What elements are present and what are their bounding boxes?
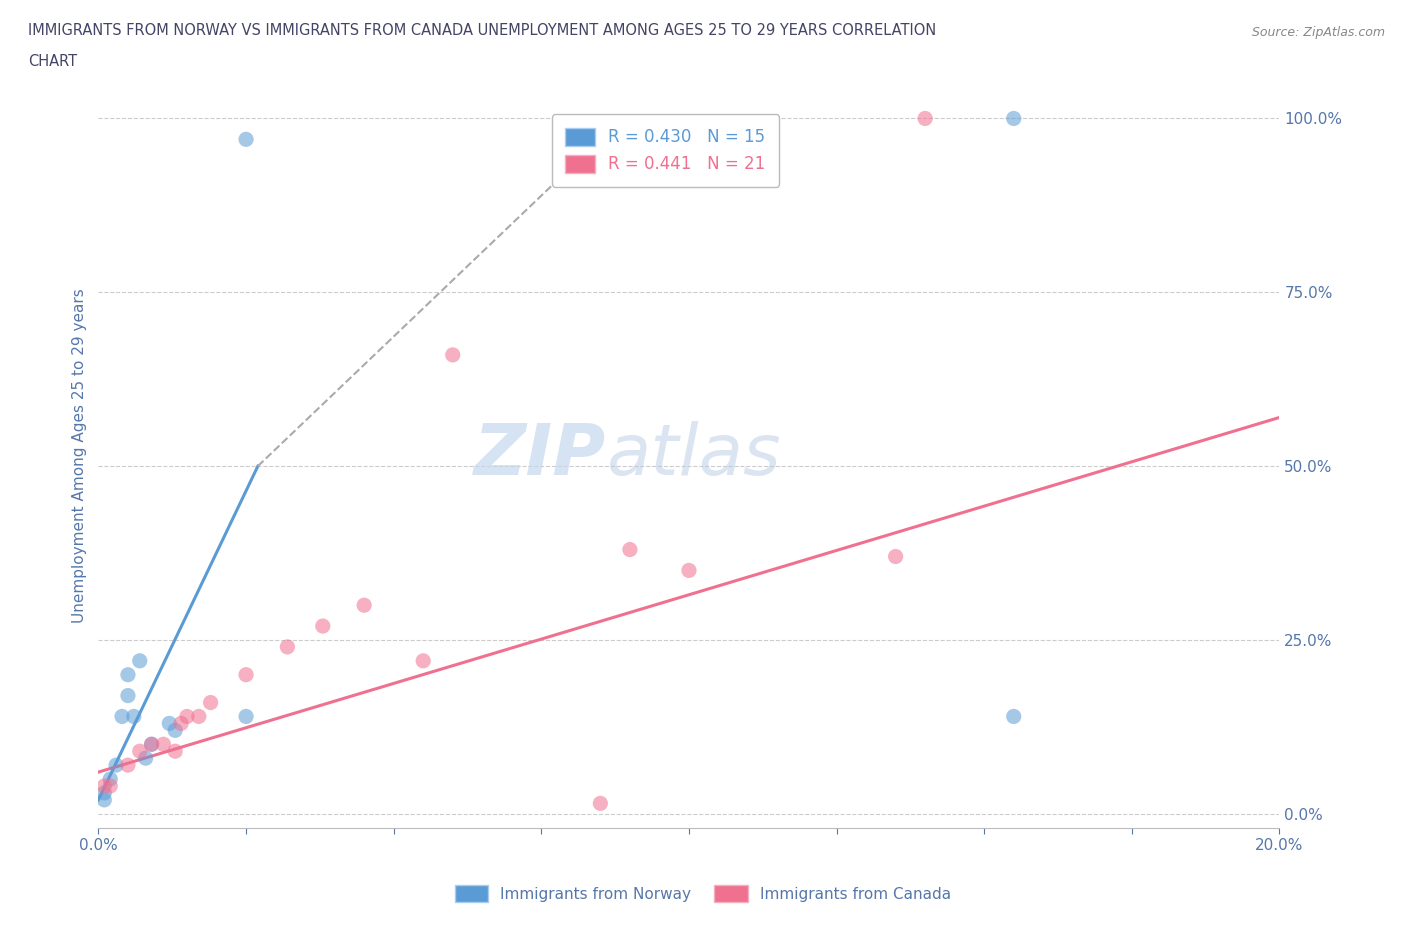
- Point: [152, 737, 174, 751]
- Point: [111, 709, 134, 724]
- Point: [200, 695, 222, 710]
- Point: [117, 758, 139, 773]
- Point: [165, 723, 187, 737]
- Point: [122, 709, 145, 724]
- Point: [117, 668, 139, 683]
- Point: [1002, 111, 1025, 126]
- Text: IMMIGRANTS FROM NORWAY VS IMMIGRANTS FROM CANADA UNEMPLOYMENT AMONG AGES 25 TO 2: IMMIGRANTS FROM NORWAY VS IMMIGRANTS FRO…: [28, 23, 936, 38]
- Point: [157, 716, 180, 731]
- Point: [176, 709, 198, 724]
- Legend: Immigrants from Norway, Immigrants from Canada: Immigrants from Norway, Immigrants from …: [449, 879, 957, 909]
- Point: [276, 640, 298, 655]
- Point: [353, 598, 375, 613]
- Y-axis label: Unemployment Among Ages 25 to 29 years: Unemployment Among Ages 25 to 29 years: [72, 288, 87, 623]
- Point: [914, 111, 936, 126]
- Text: Source: ZipAtlas.com: Source: ZipAtlas.com: [1251, 26, 1385, 39]
- Text: ZIP: ZIP: [474, 421, 606, 490]
- Point: [128, 744, 150, 759]
- Point: [619, 542, 641, 557]
- Point: [441, 348, 464, 363]
- Point: [589, 796, 612, 811]
- Point: [98, 772, 121, 787]
- Point: [105, 758, 128, 773]
- Point: [235, 709, 257, 724]
- Point: [93, 778, 115, 793]
- Point: [170, 716, 193, 731]
- Point: [412, 654, 434, 669]
- Point: [235, 132, 257, 147]
- Point: [117, 688, 139, 703]
- Point: [187, 709, 209, 724]
- Point: [165, 744, 187, 759]
- Point: [141, 737, 163, 751]
- Point: [678, 563, 700, 578]
- Text: CHART: CHART: [28, 54, 77, 69]
- Point: [235, 668, 257, 683]
- Point: [312, 618, 335, 633]
- Point: [93, 786, 115, 801]
- Point: [93, 792, 115, 807]
- Text: atlas: atlas: [606, 421, 780, 490]
- Point: [884, 549, 907, 564]
- Point: [135, 751, 157, 765]
- Point: [128, 654, 150, 669]
- Point: [141, 737, 163, 751]
- Legend: R = 0.430   N = 15, R = 0.441   N = 21: R = 0.430 N = 15, R = 0.441 N = 21: [551, 114, 779, 187]
- Point: [1002, 709, 1025, 724]
- Point: [98, 778, 121, 793]
